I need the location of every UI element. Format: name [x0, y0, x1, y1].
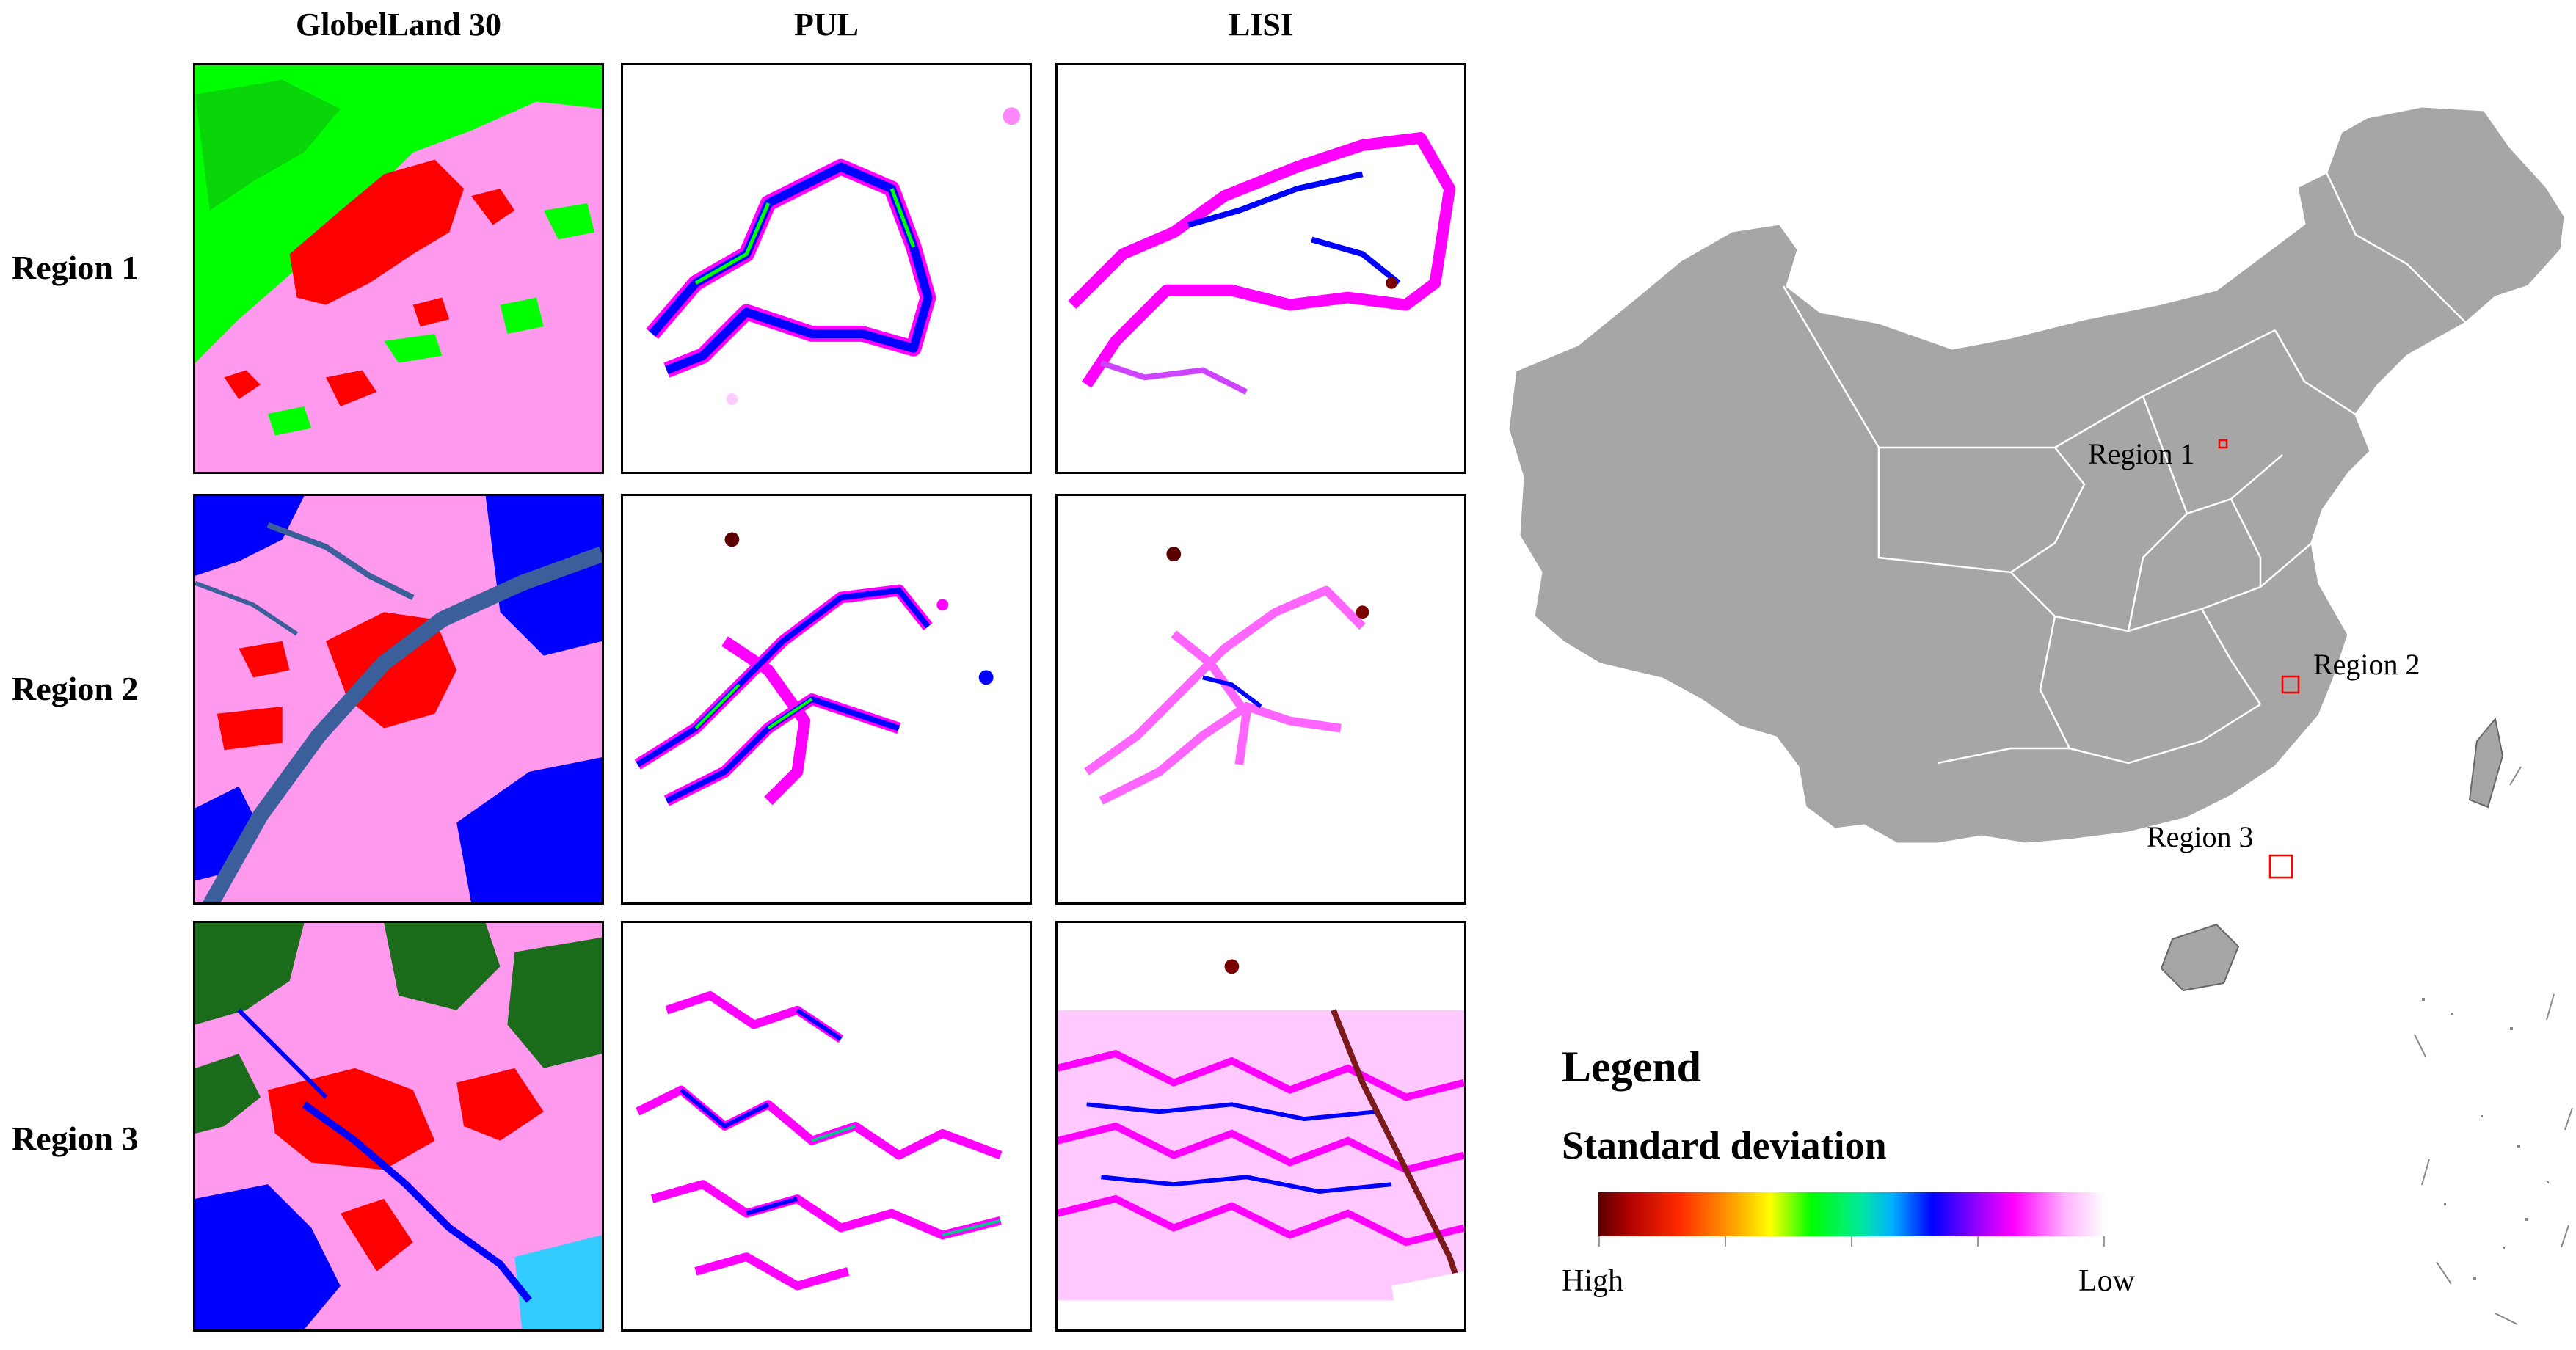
- std-dev-colorbar: [1598, 1192, 2105, 1236]
- legend-high-label: High: [1562, 1264, 1623, 1298]
- lisi-std-map-region3: [1058, 959, 1464, 1329]
- row-label-region3: Region 3: [12, 1120, 139, 1157]
- province-borders: [1782, 172, 2467, 765]
- pul-std-map-region3: [636, 990, 1003, 1291]
- row-label-region1: Region 1: [12, 249, 139, 286]
- region2-box: [2281, 675, 2300, 694]
- region3-box: [2268, 854, 2293, 879]
- pul-std-map-region2: [634, 532, 994, 806]
- map-label-region2: Region 2: [2313, 648, 2420, 681]
- map-label-region3: Region 3: [2147, 820, 2254, 853]
- panel-region3-lisi: [1055, 921, 1466, 1332]
- taiwan-island: [2468, 717, 2504, 809]
- legend-title: Legend: [1562, 1043, 1702, 1091]
- panel-region3-pul: [621, 921, 1032, 1332]
- colorbar-ticks: [1598, 1236, 2105, 1247]
- landcover-map-region1: [195, 65, 602, 472]
- pul-std-map-region1: [646, 107, 1021, 405]
- south-china-sea-islands: [2422, 998, 2549, 1280]
- column-title-pul: PUL: [794, 7, 859, 43]
- landcover-map-region2: [195, 496, 602, 902]
- legend-subtitle: Standard deviation: [1562, 1123, 1887, 1167]
- panel-region1-lisi: [1055, 63, 1466, 474]
- panel-region3-globeland30: [193, 921, 604, 1332]
- lisi-std-map-region1: [1068, 132, 1456, 395]
- china-mainland: [1507, 105, 2566, 845]
- column-title-lisi: LISI: [1228, 7, 1294, 43]
- panel-region1-globeland30: [193, 63, 604, 474]
- column-title-globeland30: GlobelLand 30: [296, 7, 501, 43]
- region1-box: [2218, 439, 2228, 449]
- nine-dash-line: [2414, 766, 2573, 1325]
- lisi-std-map-region2: [1084, 547, 1369, 805]
- panel-region2-pul: [621, 494, 1032, 905]
- map-label-region1: Region 1: [2088, 437, 2195, 470]
- panel-region2-globeland30: [193, 494, 604, 905]
- panel-region1-pul: [621, 63, 1032, 474]
- hainan-island: [2160, 923, 2240, 992]
- legend-low-label: Low: [2078, 1264, 2135, 1298]
- row-label-region2: Region 2: [12, 670, 139, 707]
- china-map: [1507, 105, 2573, 1325]
- panel-region2-lisi: [1055, 494, 1466, 905]
- landcover-map-region3: [195, 923, 602, 1329]
